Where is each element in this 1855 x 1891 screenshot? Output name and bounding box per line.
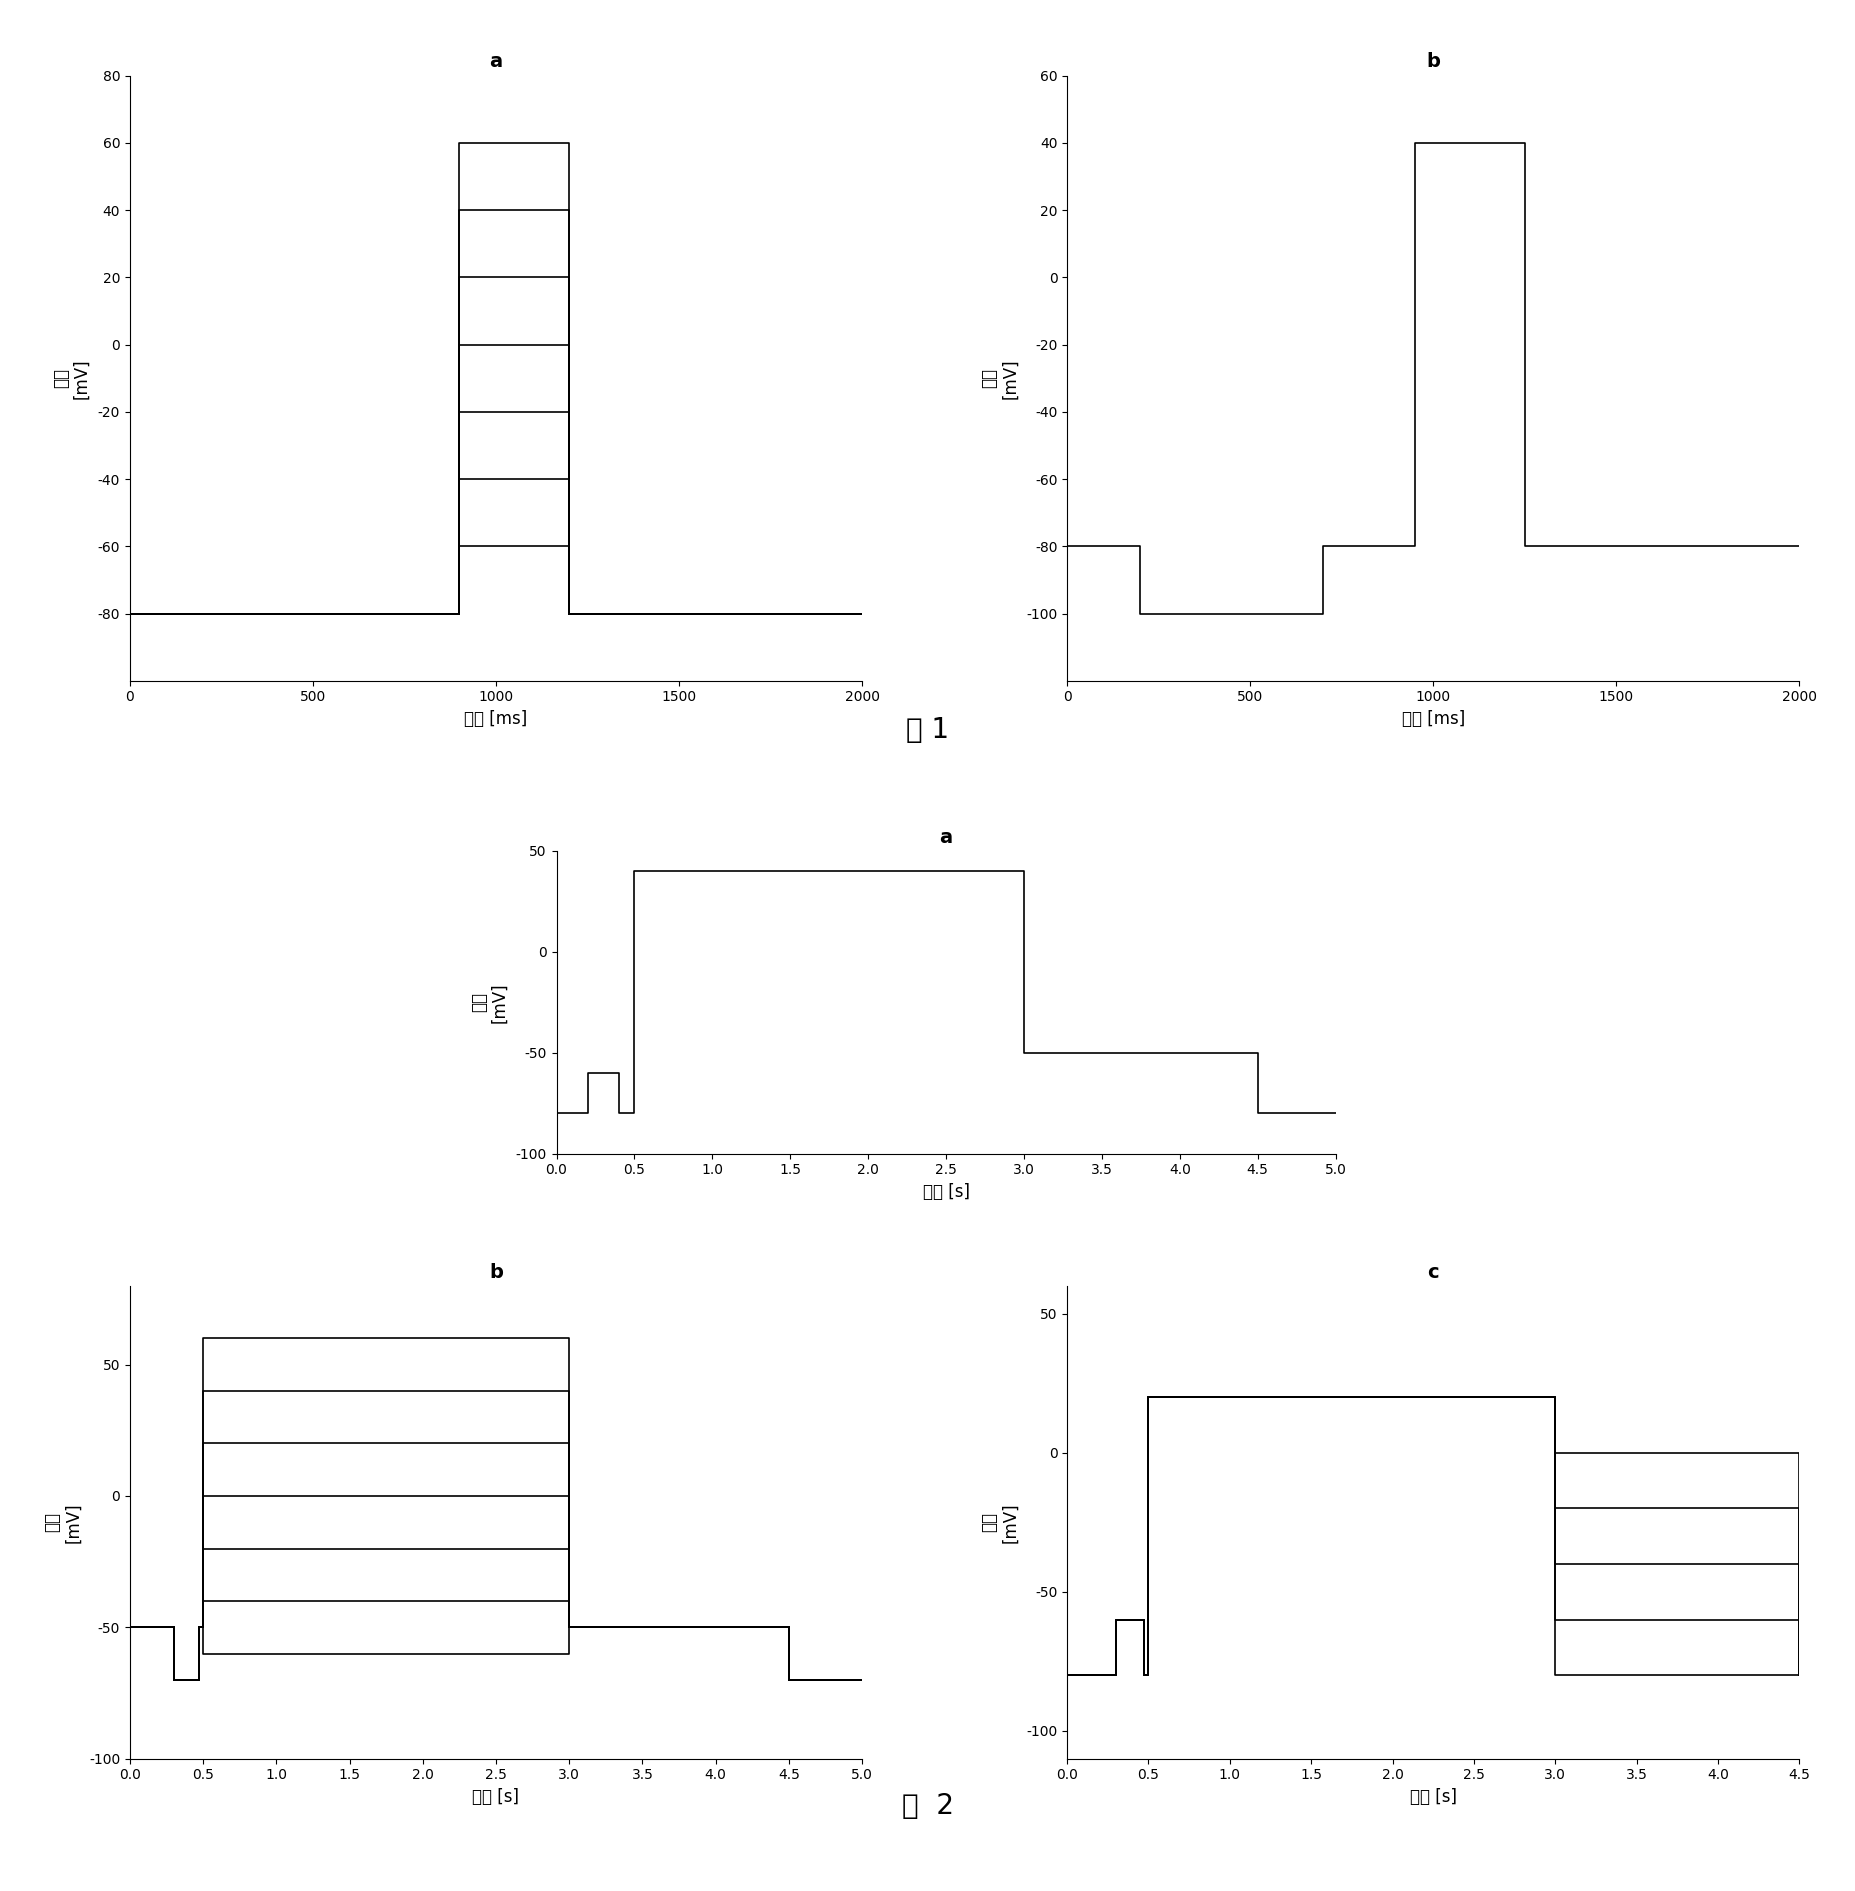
Y-axis label: 电压
[mV]: 电压 [mV] (43, 1501, 82, 1543)
Y-axis label: 电压
[mV]: 电压 [mV] (981, 357, 1018, 399)
Title: c: c (1426, 1263, 1439, 1282)
Text: 图  2: 图 2 (902, 1793, 953, 1819)
Title: a: a (490, 53, 503, 72)
X-axis label: 时间 [s]: 时间 [s] (473, 1787, 519, 1806)
Title: b: b (1426, 53, 1439, 72)
Text: 图 1: 图 1 (905, 717, 950, 743)
Y-axis label: 电压
[mV]: 电压 [mV] (52, 357, 91, 399)
Y-axis label: 电压
[mV]: 电压 [mV] (981, 1501, 1018, 1543)
Y-axis label: 电压
[mV]: 电压 [mV] (469, 981, 508, 1023)
X-axis label: 时间 [ms]: 时间 [ms] (464, 709, 527, 728)
X-axis label: 时间 [ms]: 时间 [ms] (1402, 709, 1465, 728)
X-axis label: 时间 [s]: 时间 [s] (922, 1182, 970, 1201)
X-axis label: 时间 [s]: 时间 [s] (1410, 1787, 1456, 1806)
Title: b: b (490, 1263, 503, 1282)
Title: a: a (939, 828, 953, 847)
